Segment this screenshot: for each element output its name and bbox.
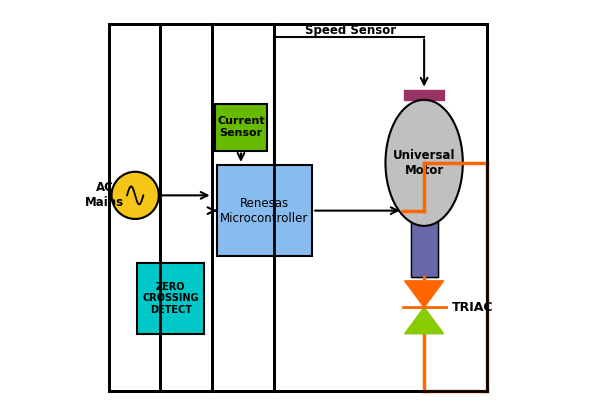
- Bar: [404, 90, 445, 100]
- Polygon shape: [404, 281, 443, 307]
- Bar: [411, 163, 437, 277]
- Bar: [215, 104, 268, 151]
- Bar: [109, 24, 487, 391]
- Text: Renesas
Microcontroller: Renesas Microcontroller: [220, 197, 308, 225]
- Text: TRIAC: TRIAC: [452, 301, 493, 314]
- Text: Current
Sensor: Current Sensor: [217, 116, 265, 138]
- Ellipse shape: [385, 100, 463, 226]
- Bar: [109, 24, 487, 391]
- Circle shape: [112, 172, 159, 219]
- Bar: [411, 163, 437, 277]
- Text: Universal
Motor: Universal Motor: [393, 149, 455, 177]
- Polygon shape: [404, 307, 443, 334]
- Text: ZERO
CROSSING
DETECT: ZERO CROSSING DETECT: [143, 282, 199, 315]
- Bar: [217, 165, 312, 256]
- Text: AC
Mains: AC Mains: [85, 182, 124, 209]
- Bar: [137, 263, 205, 334]
- Text: Speed Sensor: Speed Sensor: [305, 24, 397, 37]
